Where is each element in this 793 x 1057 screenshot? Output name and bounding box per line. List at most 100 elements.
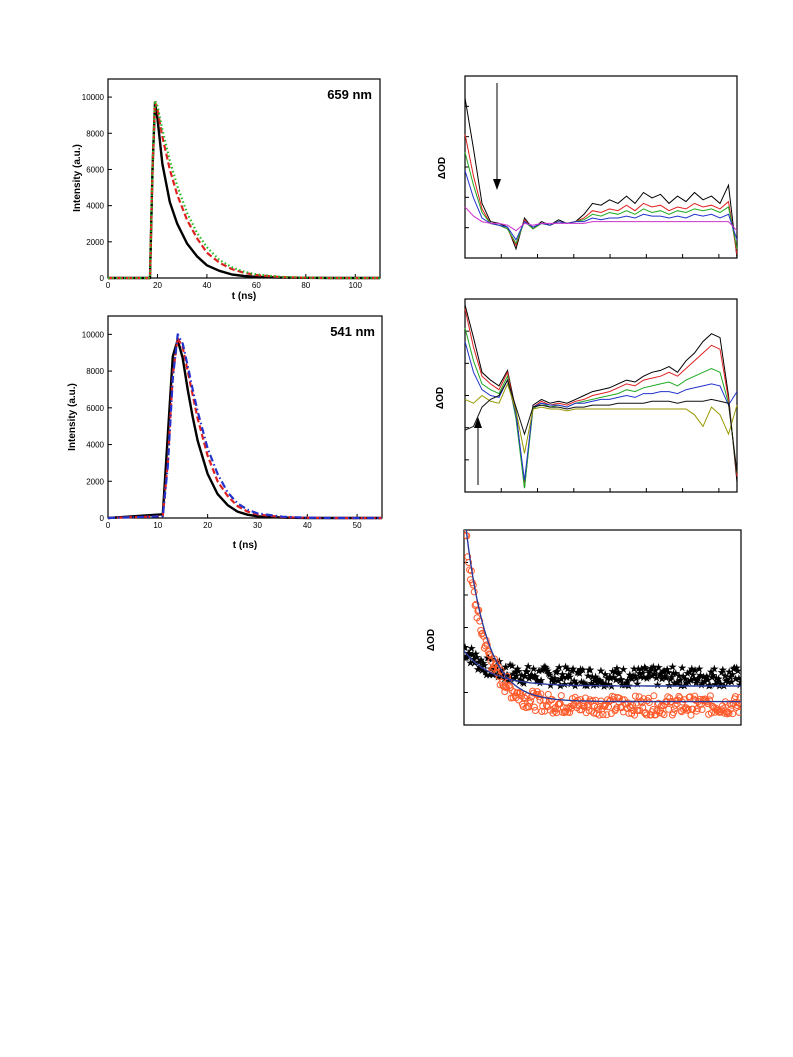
star-marker: ★ <box>505 658 515 671</box>
star-marker: ★ <box>668 661 678 674</box>
circle-marker <box>698 706 706 713</box>
star-marker: ★ <box>695 669 705 682</box>
star-marker: ★ <box>550 672 560 685</box>
star-marker: ★ <box>508 668 518 681</box>
star-marker: ★ <box>578 664 588 677</box>
transient-spectra-plot-1: ΔOD <box>437 75 738 259</box>
decay-curve-2 <box>107 336 382 520</box>
star-marker: ★ <box>460 641 470 654</box>
circle-marker <box>706 692 714 700</box>
star-marker: ★ <box>634 667 644 680</box>
circle-marker <box>483 641 491 649</box>
star-marker: ★ <box>516 673 526 686</box>
star-marker: ★ <box>576 663 586 676</box>
circle-marker <box>527 697 535 705</box>
star-marker: ★ <box>605 671 615 684</box>
star-marker: ★ <box>618 663 628 676</box>
star-marker: ★ <box>725 670 735 683</box>
x-tick-label: 100 <box>349 281 363 290</box>
star-marker: ★ <box>562 671 572 684</box>
circle-marker <box>664 693 672 701</box>
plot-title: 659 nm <box>327 87 372 102</box>
star-marker: ★ <box>524 672 534 685</box>
plot-frame <box>107 78 381 279</box>
star-marker: ★ <box>521 665 531 678</box>
circle-marker <box>694 705 701 712</box>
star-marker: ★ <box>613 666 623 679</box>
y-tick-label: 6000 <box>86 165 104 174</box>
star-marker: ★ <box>680 672 690 685</box>
star-marker: ★ <box>500 672 510 685</box>
star-marker: ★ <box>732 662 742 675</box>
star-marker: ★ <box>519 677 529 690</box>
circle-marker <box>684 705 692 713</box>
circle-marker <box>491 655 499 663</box>
y-tick-label: 10000 <box>82 330 105 339</box>
star-marker: ★ <box>511 669 521 682</box>
star-marker: ★ <box>602 672 612 685</box>
circle-marker <box>544 690 552 698</box>
y-tick-label: 4000 <box>86 202 104 211</box>
star-marker: ★ <box>606 672 616 685</box>
star-marker: ★ <box>685 666 695 679</box>
star-marker: ★ <box>643 670 653 683</box>
star-marker: ★ <box>587 670 597 683</box>
star-marker: ★ <box>537 664 547 677</box>
star-marker: ★ <box>598 677 608 690</box>
star-marker: ★ <box>551 666 561 679</box>
star-marker: ★ <box>471 648 481 661</box>
decay-plot-541nm: 0 10 20 30 40 50 0 2000 4000 6000 8000 10000 541 nm… <box>67 315 383 551</box>
star-marker: ★ <box>646 662 656 675</box>
circle-marker <box>549 709 557 717</box>
star-marker: ★ <box>556 673 566 686</box>
star-marker: ★ <box>501 661 511 674</box>
decay-curve-3 <box>108 99 380 280</box>
star-marker: ★ <box>731 673 741 686</box>
star-marker: ★ <box>546 679 556 692</box>
y-tick-label: 4000 <box>86 441 104 450</box>
star-marker: ★ <box>658 665 668 678</box>
star-marker: ★ <box>610 666 620 679</box>
star-marker: ★ <box>670 677 680 690</box>
star-marker: ★ <box>504 675 514 688</box>
circle-marker <box>603 711 611 719</box>
star-marker: ★ <box>698 677 708 690</box>
y-tick-label: 8000 <box>86 367 104 376</box>
star-marker: ★ <box>727 668 737 681</box>
decay-curve-1 <box>107 338 382 520</box>
star-marker: ★ <box>472 651 482 664</box>
kinetic-decay-plot: ★★★★★★★★★★★★★★★★★★★★★★★★★★★★★★★★★★★★★★★★… <box>426 529 745 726</box>
circle-marker <box>660 711 668 719</box>
circle-marker <box>689 705 697 713</box>
star-marker: ★ <box>465 657 475 670</box>
star-marker: ★ <box>493 670 503 683</box>
star-marker: ★ <box>510 665 520 678</box>
y-axis-label: ΔOD <box>437 157 448 179</box>
y-tick-label: 2000 <box>86 477 104 486</box>
star-marker: ★ <box>545 669 555 682</box>
star-marker: ★ <box>654 661 664 674</box>
star-marker: ★ <box>735 678 745 691</box>
star-marker: ★ <box>661 671 671 684</box>
x-tick-label: 10 <box>153 521 162 530</box>
star-marker: ★ <box>553 674 563 687</box>
star-marker: ★ <box>603 678 613 691</box>
star-marker: ★ <box>547 673 557 686</box>
star-marker: ★ <box>464 647 474 660</box>
star-marker: ★ <box>522 666 532 679</box>
star-marker: ★ <box>672 677 682 690</box>
star-marker: ★ <box>600 668 610 681</box>
star-marker: ★ <box>527 670 537 683</box>
star-marker: ★ <box>467 642 477 655</box>
star-marker: ★ <box>665 673 675 686</box>
star-marker: ★ <box>477 664 487 677</box>
star-marker: ★ <box>726 676 736 689</box>
x-tick-label: 80 <box>301 281 310 290</box>
star-marker: ★ <box>531 670 541 683</box>
star-marker: ★ <box>476 653 486 666</box>
x-tick-label: 20 <box>203 521 212 530</box>
plot-frame <box>464 298 738 493</box>
circle-marker <box>505 677 512 685</box>
star-marker: ★ <box>645 665 655 678</box>
circle-marker <box>737 701 741 709</box>
